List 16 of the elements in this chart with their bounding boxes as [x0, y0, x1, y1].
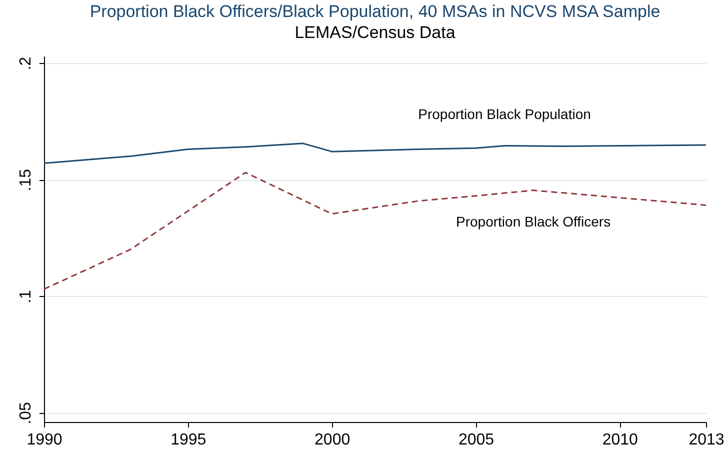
line-series	[43, 172, 707, 290]
series-label: Proportion Black Officers	[456, 213, 611, 230]
y-tick-label: .05	[18, 402, 34, 424]
chart-subtitle: LEMAS/Census Data	[294, 23, 456, 42]
y-tick-label: .15	[18, 168, 34, 192]
x-tick-label: 2005	[458, 432, 494, 448]
series-label: Proportion Black Population	[418, 106, 591, 122]
x-tick-label: 2000	[314, 432, 350, 448]
x-tick-label: 2010	[602, 432, 638, 448]
x-tick-label: 2013	[688, 432, 724, 448]
x-tick-label: 1995	[170, 432, 206, 448]
line-series	[43, 142, 707, 164]
y-tick-label: .2	[18, 56, 34, 70]
y-tick-label: .1	[18, 290, 34, 304]
x-tick-label: 1990	[26, 432, 62, 448]
chart-title: Proportion Black Officers/Black Population, 40 MSAs in NCVS MSA Sample	[90, 2, 660, 21]
